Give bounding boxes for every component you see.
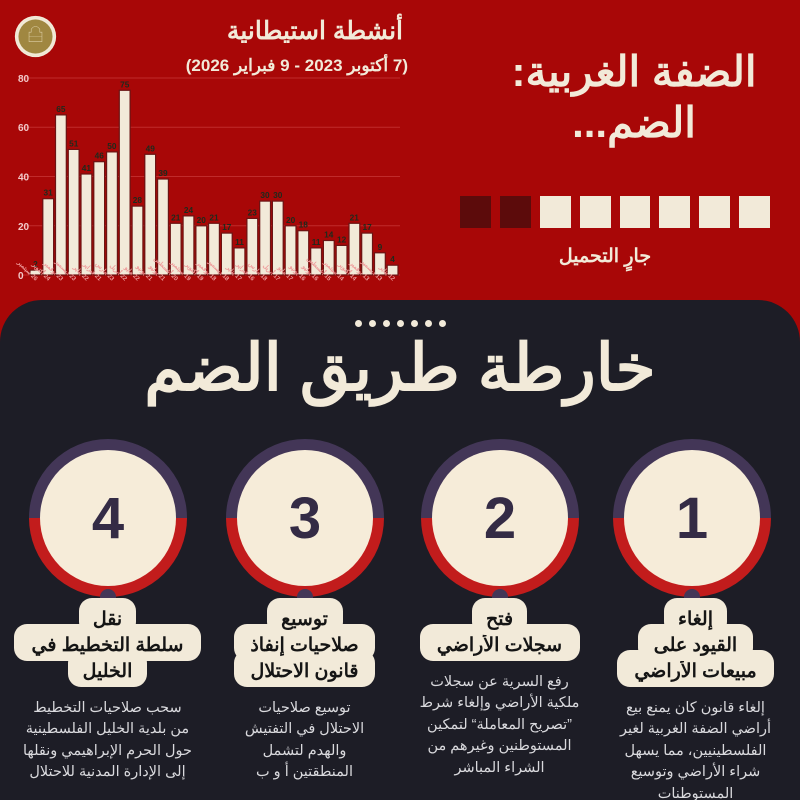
svg-text:21: 21 bbox=[171, 212, 181, 222]
svg-text:41: 41 bbox=[82, 163, 92, 173]
svg-text:21: 21 bbox=[350, 212, 360, 222]
svg-text:17: 17 bbox=[222, 222, 232, 232]
svg-text:75: 75 bbox=[120, 79, 130, 89]
svg-text:28: 28 bbox=[133, 195, 143, 205]
svg-text:21: 21 bbox=[209, 212, 219, 222]
svg-text:0: 0 bbox=[18, 271, 24, 282]
svg-text:11: 11 bbox=[235, 237, 244, 247]
svg-text:11: 11 bbox=[312, 237, 321, 247]
svg-text:12: 12 bbox=[337, 234, 347, 244]
svg-text:60: 60 bbox=[18, 123, 30, 134]
svg-text:31: 31 bbox=[43, 188, 53, 198]
svg-text:80: 80 bbox=[18, 74, 30, 85]
svg-text:14: 14 bbox=[324, 230, 334, 240]
svg-text:20: 20 bbox=[18, 222, 30, 233]
svg-text:46: 46 bbox=[95, 151, 105, 161]
svg-text:30: 30 bbox=[273, 190, 283, 200]
svg-text:30: 30 bbox=[260, 190, 270, 200]
svg-text:9: 9 bbox=[378, 242, 383, 252]
svg-text:17: 17 bbox=[362, 222, 372, 232]
svg-text:65: 65 bbox=[56, 104, 66, 114]
svg-text:49: 49 bbox=[146, 143, 156, 153]
svg-text:50: 50 bbox=[107, 141, 117, 151]
svg-text:23: 23 bbox=[248, 207, 258, 217]
svg-text:18: 18 bbox=[299, 220, 309, 230]
svg-text:20: 20 bbox=[197, 215, 207, 225]
svg-text:51: 51 bbox=[69, 138, 79, 148]
svg-text:20: 20 bbox=[286, 215, 296, 225]
svg-text:24: 24 bbox=[184, 205, 194, 215]
svg-text:4: 4 bbox=[390, 254, 395, 264]
svg-text:40: 40 bbox=[18, 173, 30, 184]
svg-text:39: 39 bbox=[158, 168, 168, 178]
